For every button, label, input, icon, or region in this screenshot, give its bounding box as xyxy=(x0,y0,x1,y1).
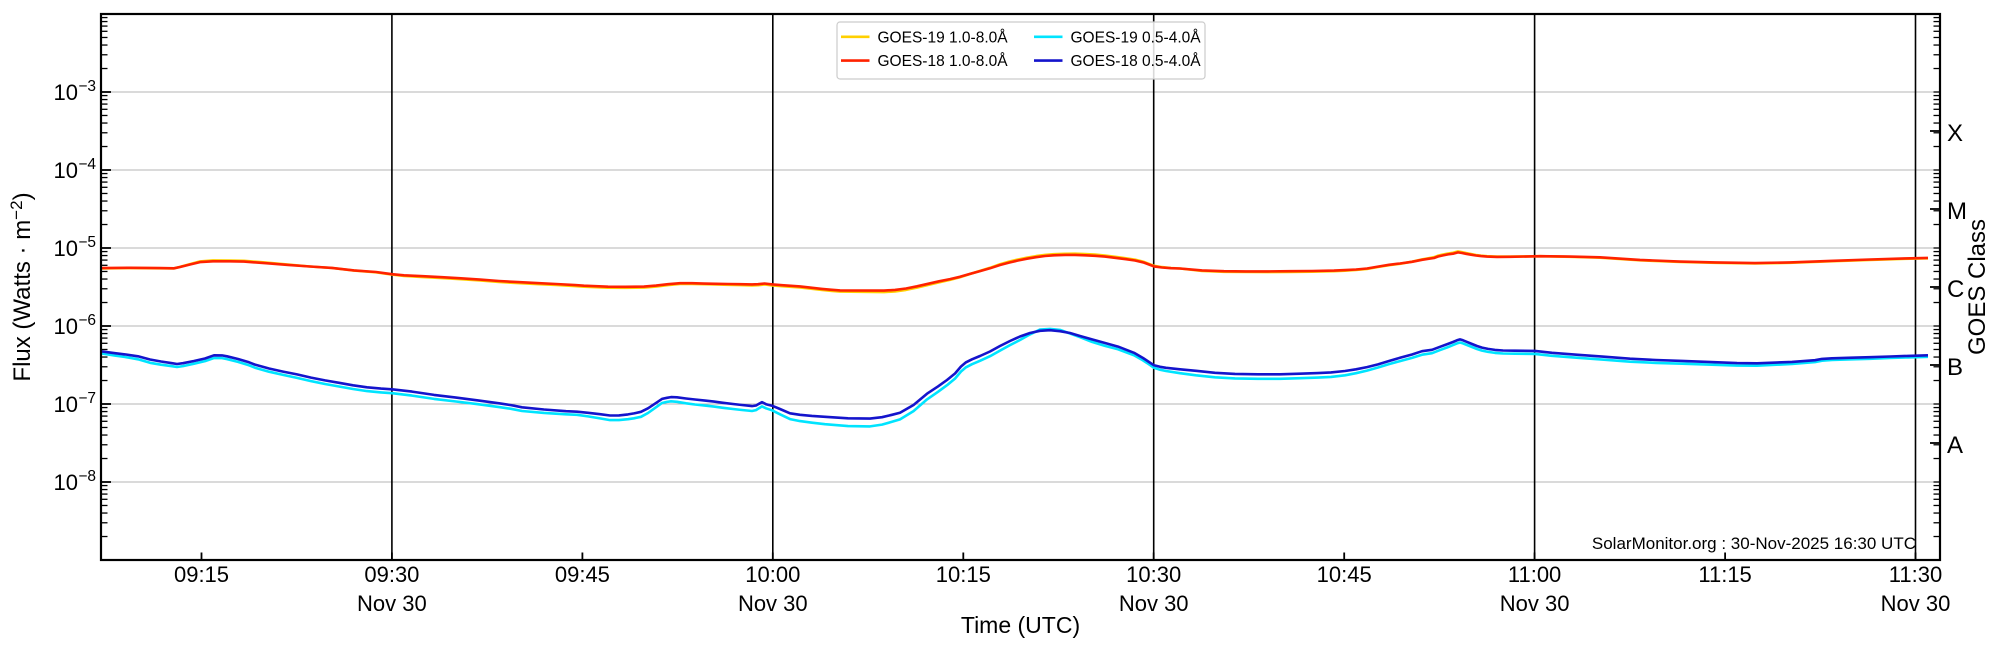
svg-text:−3: −3 xyxy=(78,78,96,95)
svg-text:11:15: 11:15 xyxy=(1698,562,1751,587)
svg-text:10:30: 10:30 xyxy=(1126,562,1181,587)
svg-text:10:15: 10:15 xyxy=(936,562,991,587)
svg-text:Nov 30: Nov 30 xyxy=(738,591,808,616)
svg-text:10:00: 10:00 xyxy=(745,562,800,587)
svg-text:GOES-18 0.5-4.0Å: GOES-18 0.5-4.0Å xyxy=(1071,53,1202,70)
svg-text:GOES-19 1.0-8.0Å: GOES-19 1.0-8.0Å xyxy=(878,29,1009,46)
svg-text:Time (UTC): Time (UTC) xyxy=(961,612,1080,638)
svg-text:M: M xyxy=(1947,198,1967,225)
svg-text:−6: −6 xyxy=(78,312,96,329)
svg-text:10: 10 xyxy=(54,158,78,183)
svg-text:SolarMonitor.org : 30-Nov-2025: SolarMonitor.org : 30-Nov-2025 16:30 UTC xyxy=(1592,534,1916,553)
svg-text:09:30: 09:30 xyxy=(364,562,419,587)
svg-text:−8: −8 xyxy=(78,468,96,485)
svg-text:Nov 30: Nov 30 xyxy=(1881,591,1951,616)
svg-text:10: 10 xyxy=(54,236,78,261)
svg-text:Nov 30: Nov 30 xyxy=(1500,591,1570,616)
svg-text:Nov 30: Nov 30 xyxy=(357,591,427,616)
svg-text:A: A xyxy=(1947,432,1963,459)
svg-text:10: 10 xyxy=(54,80,78,105)
svg-text:GOES-19 0.5-4.0Å: GOES-19 0.5-4.0Å xyxy=(1071,29,1202,46)
svg-text:09:15: 09:15 xyxy=(174,562,229,587)
svg-text:10:45: 10:45 xyxy=(1317,562,1372,587)
svg-text:X: X xyxy=(1947,120,1963,147)
svg-text:09:45: 09:45 xyxy=(555,562,610,587)
svg-text:Nov 30: Nov 30 xyxy=(1119,591,1189,616)
svg-text:−4: −4 xyxy=(78,156,96,173)
svg-text:C: C xyxy=(1947,276,1964,303)
svg-text:Flux (Watts · m−2): Flux (Watts · m−2) xyxy=(7,192,36,381)
svg-text:10: 10 xyxy=(54,470,78,495)
svg-text:−5: −5 xyxy=(78,234,96,251)
svg-text:10: 10 xyxy=(54,392,78,417)
svg-text:11:30: 11:30 xyxy=(1889,562,1942,587)
svg-text:11:00: 11:00 xyxy=(1508,562,1561,587)
svg-text:GOES Class: GOES Class xyxy=(1964,219,1991,355)
svg-text:10: 10 xyxy=(54,314,78,339)
svg-text:−7: −7 xyxy=(78,390,96,407)
svg-text:B: B xyxy=(1947,354,1963,381)
svg-text:GOES-18 1.0-8.0Å: GOES-18 1.0-8.0Å xyxy=(878,53,1009,70)
